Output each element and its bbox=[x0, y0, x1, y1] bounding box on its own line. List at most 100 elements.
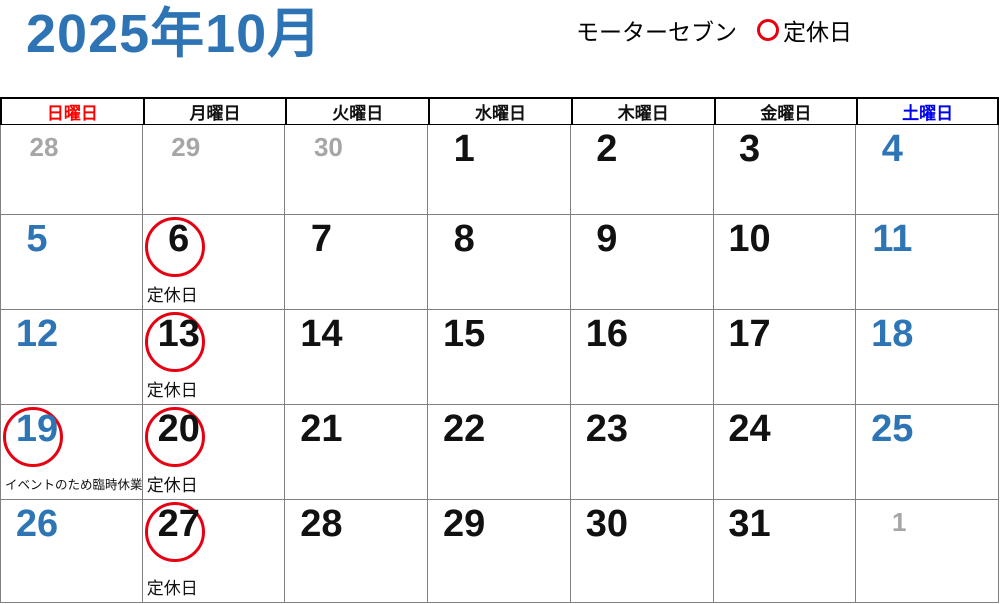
calendar-week: 19 イベントのため臨時休業 20 定休日 21 22 23 24 25 bbox=[0, 405, 999, 500]
day-cell: 30 bbox=[570, 500, 714, 603]
day-number: 1 bbox=[892, 507, 907, 537]
day-number: 8 bbox=[453, 218, 475, 260]
day-cell: 12 bbox=[0, 310, 143, 405]
day-number: 12 bbox=[15, 313, 59, 355]
calendar-week: 5 6 定休日 7 8 9 10 11 bbox=[0, 215, 999, 310]
holiday-circle-icon bbox=[144, 217, 205, 277]
weekday-header-row: 日曜日 月曜日 火曜日 水曜日 木曜日 金曜日 土曜日 bbox=[0, 97, 999, 125]
day-cell: 1 bbox=[428, 125, 571, 215]
day-note: 定休日 bbox=[146, 476, 198, 495]
day-cell: 11 bbox=[856, 215, 999, 310]
day-cell: 16 bbox=[570, 310, 714, 405]
day-number: 1 bbox=[453, 128, 475, 170]
day-cell: 13 定休日 bbox=[142, 310, 286, 405]
day-number: 27 bbox=[157, 503, 200, 545]
day-number: 22 bbox=[443, 408, 486, 450]
day-cell: 22 bbox=[428, 405, 571, 500]
day-cell: 10 bbox=[713, 215, 857, 310]
day-cell: 25 bbox=[856, 405, 999, 500]
day-cell: 9 bbox=[570, 215, 714, 310]
day-number: 24 bbox=[728, 408, 771, 450]
day-cell: 2 bbox=[570, 125, 714, 215]
day-cell: 5 bbox=[0, 215, 143, 310]
day-number: 29 bbox=[171, 132, 201, 162]
day-cell: 6 定休日 bbox=[142, 215, 286, 310]
day-number: 6 bbox=[168, 218, 190, 260]
day-cell: 15 bbox=[428, 310, 571, 405]
weekday-header: 火曜日 bbox=[285, 99, 429, 124]
day-number: 31 bbox=[728, 503, 771, 545]
day-number: 7 bbox=[310, 218, 332, 260]
calendar-body: 28 29 30 1 2 3 4 5 6 定休日 7 8 9 10 11 12 13 定休日 14 15 16 17 18 1… bbox=[0, 125, 999, 603]
day-cell: 30 bbox=[285, 125, 429, 215]
holiday-circle-icon bbox=[757, 19, 779, 41]
day-cell: 27 定休日 bbox=[142, 500, 286, 603]
day-cell: 17 bbox=[713, 310, 857, 405]
calendar-week: 26 27 定休日 28 29 30 31 1 bbox=[0, 500, 999, 603]
weekday-header: 木曜日 bbox=[570, 99, 714, 124]
day-number: 17 bbox=[728, 313, 771, 355]
day-cell: 18 bbox=[856, 310, 999, 405]
day-cell: 7 bbox=[285, 215, 429, 310]
day-number: 10 bbox=[728, 218, 771, 260]
day-number: 21 bbox=[300, 408, 343, 450]
weekday-header: 月曜日 bbox=[142, 99, 286, 124]
day-number: 3 bbox=[738, 128, 761, 170]
day-cell: 23 bbox=[570, 405, 714, 500]
day-number: 30 bbox=[313, 132, 343, 162]
weekday-header: 金曜日 bbox=[713, 99, 857, 124]
day-cell: 3 bbox=[713, 125, 857, 215]
weekday-header: 土曜日 bbox=[856, 99, 999, 124]
day-number: 18 bbox=[871, 313, 914, 355]
day-cell: 21 bbox=[285, 405, 429, 500]
calendar-week: 12 13 定休日 14 15 16 17 18 bbox=[0, 310, 999, 405]
day-number: 5 bbox=[26, 218, 48, 260]
day-number: 25 bbox=[871, 408, 914, 450]
calendar-week: 28 29 30 1 2 3 4 bbox=[0, 125, 999, 215]
day-note: 定休日 bbox=[146, 579, 198, 598]
page-title: 2025年10月 bbox=[26, 4, 323, 64]
calendar-table: 日曜日 月曜日 火曜日 水曜日 木曜日 金曜日 土曜日 28 29 30 1 2 3 4 5 6 定休日 7 8 9… bbox=[0, 97, 999, 603]
day-number: 2 bbox=[596, 128, 618, 170]
day-number: 26 bbox=[15, 503, 59, 545]
day-cell: 31 bbox=[713, 500, 857, 603]
day-cell: 28 bbox=[0, 125, 143, 215]
holiday-circle-icon bbox=[144, 312, 205, 372]
day-number: 4 bbox=[881, 128, 903, 170]
day-number: 20 bbox=[157, 408, 200, 450]
legend: モーターセブン 定休日 bbox=[576, 14, 852, 46]
day-number: 16 bbox=[585, 313, 628, 355]
day-cell: 26 bbox=[0, 500, 143, 603]
day-cell: 20 定休日 bbox=[142, 405, 286, 500]
holiday-legend-label: 定休日 bbox=[783, 19, 852, 45]
day-cell: 29 bbox=[428, 500, 571, 603]
holiday-circle-icon bbox=[144, 502, 205, 562]
holiday-circle-icon bbox=[3, 407, 63, 467]
day-note: イベントのため臨時休業 bbox=[5, 478, 143, 492]
day-number: 13 bbox=[157, 313, 200, 355]
day-cell: 14 bbox=[285, 310, 429, 405]
shop-name: モーターセブン bbox=[576, 19, 737, 45]
day-number: 9 bbox=[596, 218, 618, 260]
weekday-header: 水曜日 bbox=[428, 99, 571, 124]
day-cell: 29 bbox=[142, 125, 286, 215]
day-cell: 8 bbox=[428, 215, 571, 310]
day-number: 19 bbox=[15, 408, 59, 450]
day-number: 15 bbox=[443, 313, 486, 355]
day-note: 定休日 bbox=[146, 381, 198, 400]
day-cell: 4 bbox=[856, 125, 999, 215]
day-number: 23 bbox=[585, 408, 628, 450]
day-note: 定休日 bbox=[146, 286, 198, 305]
holiday-circle-icon bbox=[144, 407, 205, 467]
day-cell: 24 bbox=[713, 405, 857, 500]
day-cell: 1 bbox=[856, 500, 999, 603]
day-number: 30 bbox=[585, 503, 628, 545]
day-number: 14 bbox=[300, 313, 343, 355]
day-cell: 28 bbox=[285, 500, 429, 603]
day-number: 28 bbox=[300, 503, 343, 545]
weekday-header: 日曜日 bbox=[0, 99, 143, 124]
day-number: 29 bbox=[443, 503, 486, 545]
day-number: 11 bbox=[872, 218, 913, 260]
day-number: 28 bbox=[29, 132, 59, 162]
day-cell: 19 イベントのため臨時休業 bbox=[0, 405, 143, 500]
